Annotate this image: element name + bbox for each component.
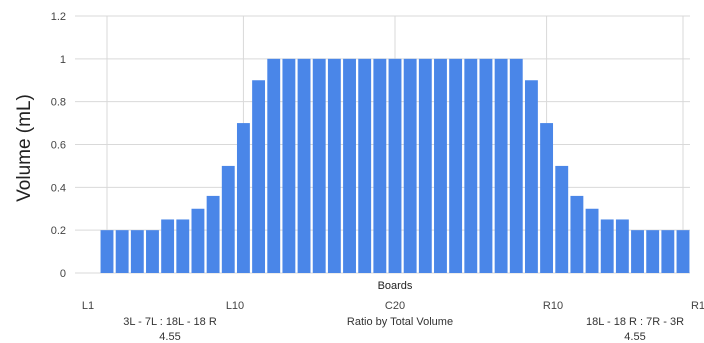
bar-37	[646, 230, 660, 273]
bar-35	[615, 219, 629, 273]
bar-7	[191, 208, 205, 273]
bar-8	[206, 195, 220, 273]
bar-32	[570, 195, 584, 273]
bar-6	[176, 219, 190, 273]
bar-13	[282, 58, 296, 274]
bar-5	[161, 219, 175, 273]
bar-18	[358, 58, 372, 274]
bar-36	[631, 230, 644, 273]
bar-20	[388, 58, 402, 274]
bar-12	[267, 58, 281, 274]
bar-3	[130, 230, 144, 273]
bar-29	[524, 80, 538, 273]
x-tick-label: L10	[226, 300, 244, 312]
bar-9	[221, 165, 235, 273]
bar-34	[600, 219, 614, 273]
bar-19	[373, 58, 387, 274]
bar-27	[494, 58, 508, 274]
x-tick-labels: L1 L10 C20 R10 R1	[82, 300, 704, 312]
bar-17	[343, 58, 356, 274]
x-tick-label: R10	[543, 300, 563, 312]
bars	[100, 58, 690, 274]
bar-25	[464, 58, 478, 274]
right-ratio-value: 4.55	[624, 331, 645, 343]
y-tick-label: 1	[60, 54, 66, 66]
bar-1	[100, 230, 114, 273]
bar-23	[434, 58, 447, 274]
bar-31	[555, 165, 569, 273]
x-tick-label: C20	[385, 300, 405, 312]
bar-22	[418, 58, 432, 274]
bar-33	[585, 208, 599, 273]
y-tick-label: 1.2	[51, 11, 66, 23]
x-tick-label: L1	[82, 300, 94, 312]
center-ratio-label: Ratio by Total Volume	[347, 316, 453, 328]
bar-10	[236, 123, 250, 273]
bar-21	[403, 58, 417, 274]
bar-26	[479, 58, 493, 274]
y-tick-labels: 0 0.2 0.4 0.6 0.8 1 1.2	[51, 11, 66, 280]
bar-15	[312, 58, 326, 274]
bar-38	[661, 230, 675, 273]
bar-39	[676, 230, 690, 273]
y-axis-label: Volume (mL)	[14, 94, 35, 202]
y-tick-label: 0.2	[51, 225, 66, 237]
bar-11	[252, 80, 266, 273]
left-ratio-value: 4.55	[159, 331, 180, 343]
bar-24	[449, 58, 463, 274]
x-axis-label: Boards	[378, 280, 413, 292]
bar-30	[540, 123, 554, 273]
y-tick-label: 0	[60, 268, 66, 280]
y-tick-label: 0.4	[51, 182, 66, 194]
bar-16	[327, 58, 341, 274]
bar-14	[297, 58, 311, 274]
bar-4	[146, 230, 159, 273]
y-tick-label: 0.8	[51, 97, 66, 109]
x-tick-label: R1	[691, 300, 704, 312]
left-ratio-label: 3L - 7L : 18L - 18 R	[123, 316, 217, 328]
bar-28	[509, 58, 523, 274]
bar-2	[115, 230, 129, 273]
right-ratio-label: 18L - 18 R : 7R - 3R	[586, 316, 684, 328]
y-tick-label: 0.6	[51, 140, 66, 152]
